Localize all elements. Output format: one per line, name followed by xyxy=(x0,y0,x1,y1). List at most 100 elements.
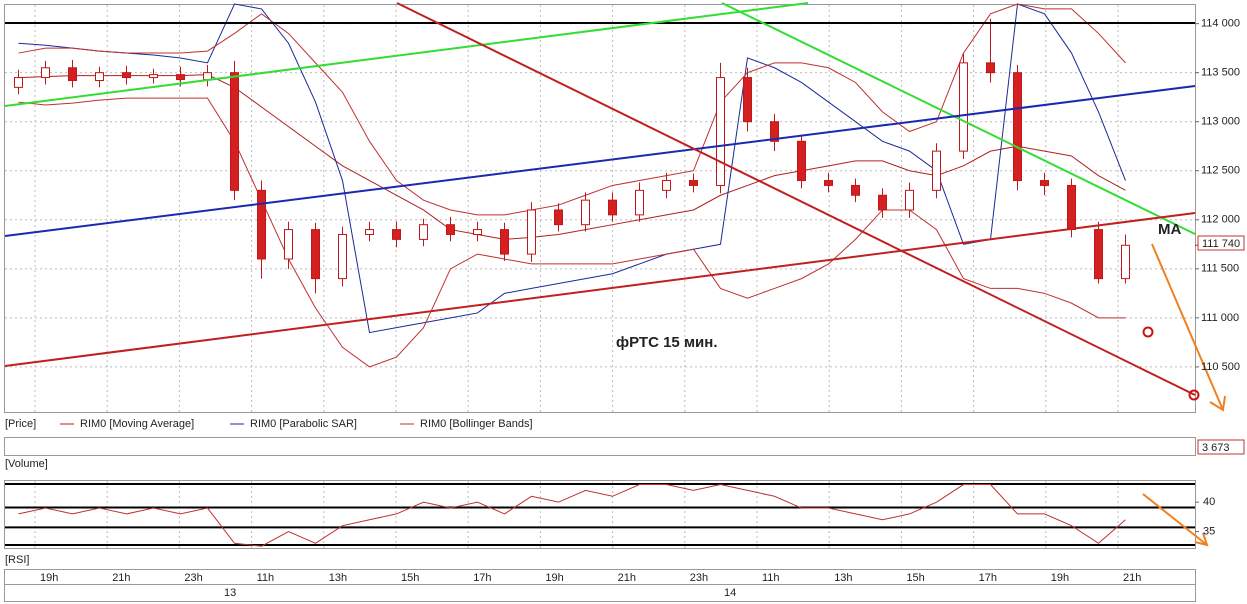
forecast-arrow xyxy=(1151,243,1226,412)
candle-body xyxy=(581,199,590,226)
candle-body xyxy=(608,199,617,216)
candle-body xyxy=(41,67,50,79)
x-tick-label: 21h xyxy=(112,572,130,584)
target-circle xyxy=(1188,389,1200,401)
price-last: 111 740 xyxy=(1197,235,1245,251)
date-label: 13 xyxy=(224,587,236,599)
y-tick-label: 112 500 xyxy=(1201,165,1240,177)
candle-body xyxy=(716,77,725,186)
candle-body xyxy=(1013,72,1022,182)
legend-entry: RIM0 [Moving Average] xyxy=(80,418,194,430)
candle-body xyxy=(770,121,779,142)
grid xyxy=(5,5,1199,548)
annotation: MA xyxy=(1158,221,1181,238)
candle-body xyxy=(878,194,887,211)
candle-body xyxy=(1067,184,1076,231)
marks xyxy=(14,3,1198,547)
candle-body xyxy=(203,72,212,81)
trend-line xyxy=(4,212,1196,367)
candle-body xyxy=(230,72,239,191)
x-tick-label: 11h xyxy=(762,572,780,584)
trend-line xyxy=(4,85,1196,237)
y-tick-label: 110 500 xyxy=(1201,361,1240,373)
candle-body xyxy=(338,233,347,280)
candle-body xyxy=(851,184,860,196)
last-price-label: 111 740 xyxy=(1202,238,1240,250)
candle-body xyxy=(986,62,995,74)
candle-body xyxy=(419,224,428,240)
date-axis xyxy=(4,584,1196,602)
candle-body xyxy=(554,209,563,226)
legend-entry: RIM0 [Parabolic SAR] xyxy=(250,418,357,430)
x-tick-label: 23h xyxy=(690,572,708,584)
rsi-tick-label: 40 xyxy=(1203,496,1215,508)
drawings xyxy=(4,2,1226,547)
panel-label: [Price] xyxy=(5,418,36,430)
candle-body xyxy=(95,72,104,82)
x-tick-label: 19h xyxy=(40,572,58,584)
trend-line xyxy=(4,2,809,107)
y-tick-label: 111 500 xyxy=(1201,263,1239,275)
date-label: 14 xyxy=(724,587,736,599)
candle-body xyxy=(311,229,320,280)
candle-body xyxy=(1121,244,1130,280)
candle-body xyxy=(959,62,968,152)
candle-body xyxy=(68,67,77,82)
annotation: фРТС 15 мин. xyxy=(616,334,718,351)
volume-last: 3 673 xyxy=(1197,439,1245,455)
price-panel xyxy=(4,4,1196,413)
candle-body xyxy=(635,189,644,216)
x-tick-label: 11h xyxy=(257,572,275,584)
panel-label: [Volume] xyxy=(5,458,48,470)
candle-body xyxy=(122,72,131,79)
candle-body xyxy=(257,189,266,260)
y-tick-label: 113 500 xyxy=(1201,67,1240,79)
candle-body xyxy=(824,180,833,186)
rsi-panel xyxy=(4,480,1196,549)
candle-body xyxy=(149,74,158,79)
target-circle xyxy=(1142,326,1154,338)
y-tick-label: 114 000 xyxy=(1201,18,1240,30)
x-tick-label: 19h xyxy=(545,572,563,584)
candle-body xyxy=(365,229,374,235)
candle-body xyxy=(662,180,671,191)
x-tick-label: 17h xyxy=(979,572,997,584)
x-tick-label: 17h xyxy=(473,572,491,584)
x-tick-label: 23h xyxy=(184,572,202,584)
y-tick-label: 111 000 xyxy=(1201,312,1239,324)
indicator-line xyxy=(18,97,1126,368)
candle-body xyxy=(14,77,23,88)
x-tick-label: 13h xyxy=(329,572,347,584)
panel-label: [RSI] xyxy=(5,554,29,566)
indicator-line xyxy=(18,3,1126,334)
candle-body xyxy=(1094,229,1103,280)
candle-body xyxy=(284,229,293,260)
candle-body xyxy=(797,140,806,182)
x-tick-label: 21h xyxy=(618,572,636,584)
candle-body xyxy=(1040,180,1049,186)
candle-body xyxy=(743,77,752,123)
x-tick-label: 21h xyxy=(1123,572,1141,584)
x-tick-label: 19h xyxy=(1051,572,1069,584)
y-tick-label: 113 000 xyxy=(1201,116,1240,128)
x-tick-label: 15h xyxy=(906,572,924,584)
candle-body xyxy=(176,74,185,81)
time-axis xyxy=(4,569,1196,585)
candle-body xyxy=(392,229,401,240)
y-tick-label: 112 000 xyxy=(1201,214,1240,226)
candle-body xyxy=(527,209,536,255)
candle-body xyxy=(932,150,941,191)
candle-body xyxy=(473,229,482,235)
x-tick-label: 13h xyxy=(834,572,852,584)
x-tick-label: 15h xyxy=(401,572,419,584)
forecast-arrow xyxy=(1142,493,1209,547)
candle-body xyxy=(689,180,698,186)
frames xyxy=(4,4,1196,602)
rsi-line xyxy=(18,484,1126,547)
candle-body xyxy=(500,229,509,255)
volume-last-label: 3 673 xyxy=(1202,442,1230,454)
legend-entry: RIM0 [Bollinger Bands] xyxy=(420,418,533,430)
trend-line xyxy=(396,2,1196,396)
rsi-tick-label: 35 xyxy=(1203,525,1215,537)
